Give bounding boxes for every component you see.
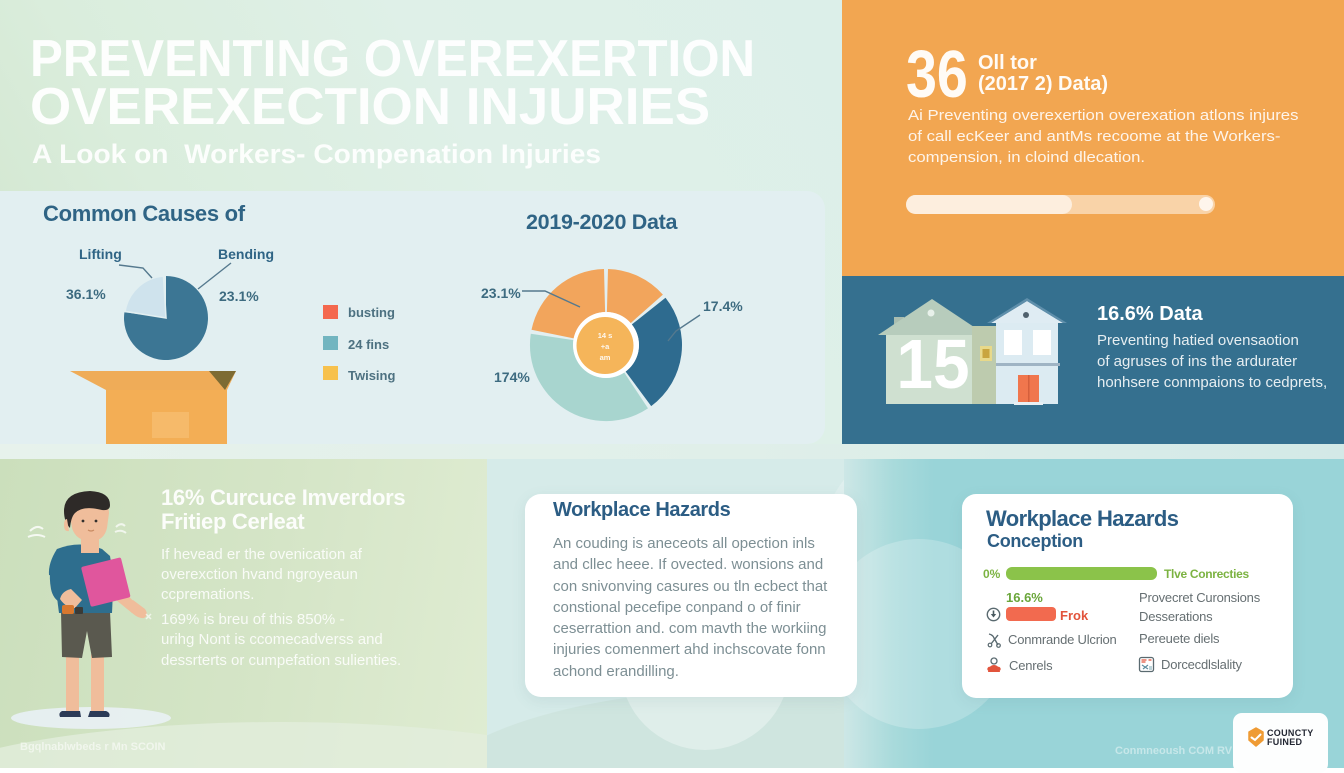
svg-text:+a: +a [601,342,610,351]
svg-text:am: am [600,353,611,362]
svg-text:14 s: 14 s [598,331,613,340]
svg-text:15: 15 [896,326,969,403]
